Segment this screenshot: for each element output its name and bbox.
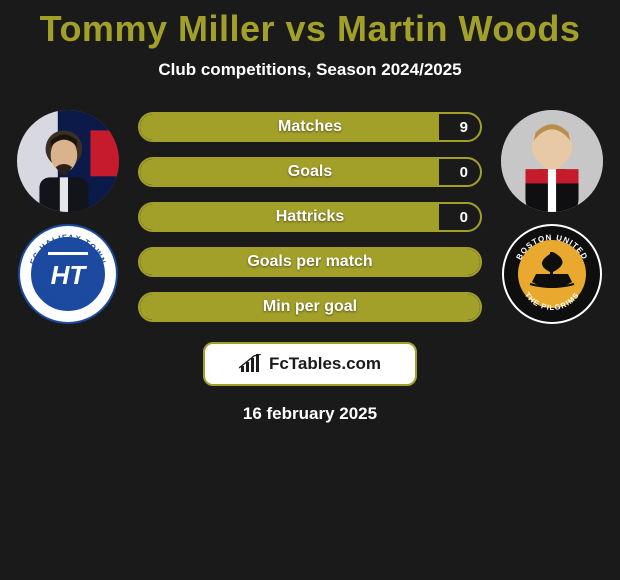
stat-label: Min per goal [263, 298, 357, 316]
stats-column: 9 Matches 0 Goals 0 Hattricks Goals per match M… [128, 110, 492, 322]
left-player-column: FC HALIFAX TOWN THE SHAYMEN HT [8, 110, 128, 324]
stat-label: Goals [288, 163, 332, 181]
comparison-infographic: Tommy Miller vs Martin Woods Club compet… [0, 0, 620, 424]
chart-icon [239, 354, 263, 374]
brand-text: FcTables.com [269, 354, 381, 374]
stat-label: Goals per match [247, 253, 372, 271]
main-row: FC HALIFAX TOWN THE SHAYMEN HT 9 Matches 0… [0, 110, 620, 324]
right-player-avatar [501, 110, 603, 212]
brand-badge: FcTables.com [203, 342, 417, 386]
left-club-badge: FC HALIFAX TOWN THE SHAYMEN HT [18, 224, 118, 324]
svg-text:HT: HT [51, 260, 88, 290]
stat-label: Hattricks [276, 208, 344, 226]
stat-bar: 9 Matches [138, 112, 482, 142]
stat-bar: Min per goal [138, 292, 482, 322]
stat-label: Matches [278, 118, 342, 136]
stat-right-value: 0 [460, 164, 468, 181]
date-label: 16 february 2025 [0, 404, 620, 424]
subtitle: Club competitions, Season 2024/2025 [0, 60, 620, 80]
right-player-column: BOSTON UNITED THE PILGRIMS [492, 110, 612, 324]
stat-bar: 0 Hattricks [138, 202, 482, 232]
stat-bar: 0 Goals [138, 157, 482, 187]
left-player-avatar [17, 110, 119, 212]
page-title: Tommy Miller vs Martin Woods [0, 8, 620, 50]
right-club-badge: BOSTON UNITED THE PILGRIMS [502, 224, 602, 324]
stat-bar: Goals per match [138, 247, 482, 277]
stat-right-value: 0 [460, 209, 468, 226]
stat-right-value: 9 [460, 119, 468, 136]
